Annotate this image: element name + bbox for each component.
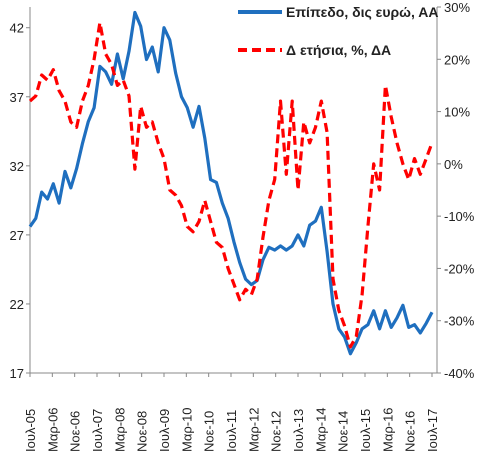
- x-tick-label: Νοε-08: [135, 411, 150, 452]
- x-tick-label: Νοε-14: [336, 411, 351, 452]
- x-tick-label: Μαρ-06: [45, 407, 60, 452]
- x-tick-label: Ιουλ-07: [90, 409, 105, 452]
- y-right-tick-label: 30%: [444, 0, 470, 15]
- y-right-tick-label: -10%: [444, 209, 475, 224]
- x-tick-label: Ιουλ-11: [224, 410, 239, 452]
- x-tick-label: Ιουλ-13: [291, 409, 306, 452]
- series-annual-change-line: [28, 21, 434, 349]
- x-tick-label: Μαρ-08: [112, 407, 127, 452]
- y-left-tick-label: 17: [10, 366, 24, 381]
- x-tick-label: Ιουλ-09: [157, 409, 172, 452]
- axes: 17 22 27 32 37 42 -40% -30% -20% -10% 0% 10% 20% 30% Ι…: [10, 0, 475, 452]
- x-tick-label: Μαρ-14: [313, 407, 328, 452]
- y-right-tick-label: 10%: [444, 105, 470, 120]
- y-right-tick-label: 20%: [444, 52, 470, 67]
- x-tick-label: Νοε-12: [269, 411, 284, 452]
- x-tick-label: Μαρ-16: [380, 407, 395, 452]
- x-tick-label: Νοε-10: [202, 411, 217, 452]
- y-left-tick-label: 32: [10, 159, 24, 174]
- x-tick-label: Μαρ-12: [246, 407, 261, 452]
- y-right-tick-label: -30%: [444, 314, 475, 329]
- legend-label: Δ ετήσια, %, ΔΑ: [286, 42, 391, 58]
- y-left-tick-label: 37: [10, 90, 24, 105]
- y-right-tick-label: 0%: [444, 157, 463, 172]
- x-tick-label: Ιουλ-17: [425, 409, 440, 452]
- y-right-tick-label: -40%: [444, 366, 475, 381]
- y-left-tick-label: 22: [10, 297, 24, 312]
- legend-label: Επίπεδο, δις ευρώ, ΑΑ: [286, 4, 438, 20]
- y-right-tick-label: -20%: [444, 261, 475, 276]
- x-tick-label: Μαρ-10: [179, 407, 194, 452]
- series-level-line: [28, 10, 434, 356]
- x-tick-label: Νοε-06: [68, 411, 83, 452]
- y-left-tick-label: 27: [10, 228, 24, 243]
- y-left-tick-label: 42: [10, 21, 24, 36]
- x-tick-label: Ιουλ-05: [23, 409, 38, 452]
- legend: Επίπεδο, δις ευρώ, ΑΑ Δ ετήσια, %, ΔΑ: [238, 4, 438, 58]
- x-tick-label: Νοε-16: [403, 411, 418, 452]
- x-tick-label: Ιουλ-15: [358, 409, 373, 452]
- series-layer: [28, 10, 434, 356]
